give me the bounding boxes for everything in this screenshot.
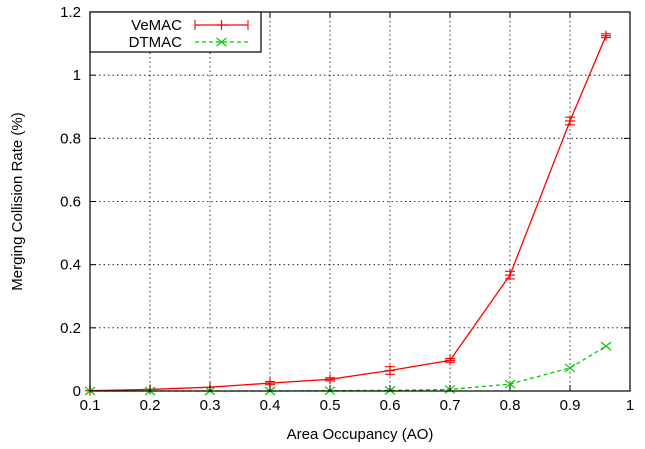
x-tick-label: 0.4 (260, 397, 281, 414)
data-point (565, 115, 575, 126)
data-point (564, 363, 576, 373)
data-point (445, 355, 455, 366)
x-tick-label: 0.8 (500, 397, 521, 414)
y-tick-label: 1 (73, 67, 81, 84)
series-dtmac (84, 341, 612, 396)
y-axis-label: Merging Collision Rate (%) (9, 112, 26, 290)
y-tick-label: 1.2 (60, 4, 81, 21)
x-tick-label: 0.3 (200, 397, 221, 414)
series-line-vemac (89, 35, 607, 392)
grid (90, 12, 630, 391)
x-tick-label: 0.7 (440, 397, 461, 414)
legend-box (89, 11, 262, 53)
x-tick-label: 1 (626, 397, 634, 414)
marker-stroke-b (564, 363, 576, 373)
data-point (505, 270, 515, 281)
x-tick-label: 0.6 (380, 397, 401, 414)
x-tick-label: 0.1 (80, 397, 101, 414)
y-tick-label: 0 (73, 383, 81, 400)
marker-stroke-b (504, 379, 516, 389)
legend-label: VeMAC (131, 17, 182, 34)
series-layer (84, 30, 612, 396)
x-tick-label: 0.9 (560, 397, 581, 414)
x-axis-label: Area Occupancy (AO) (287, 426, 434, 443)
axis-ticks: 0.1 0.2 0.3 0.4 0.5 0.6 0.7 0.8 0.9 1 0 0.2 0.4 0.6 0.… (60, 4, 634, 414)
legend-marker (216, 20, 227, 30)
marker-stroke-b (216, 37, 227, 47)
data-point (385, 365, 395, 376)
legend-marker (216, 37, 227, 47)
y-tick-label: 0.6 (60, 194, 81, 211)
y-tick-label: 0.2 (60, 320, 81, 337)
marker-stroke-b (600, 341, 612, 351)
x-tick-label: 0.5 (320, 397, 341, 414)
data-point (601, 30, 611, 41)
data-point (325, 374, 335, 385)
data-point (600, 341, 612, 351)
series-line-dtmac (90, 345, 607, 392)
y-tick-label: 0.4 (60, 257, 81, 274)
data-point (504, 379, 516, 389)
series-vemac (85, 30, 611, 396)
legend-label: DTMAC (129, 34, 182, 51)
y-tick-label: 0.8 (60, 130, 81, 147)
x-tick-label: 0.2 (140, 397, 161, 414)
